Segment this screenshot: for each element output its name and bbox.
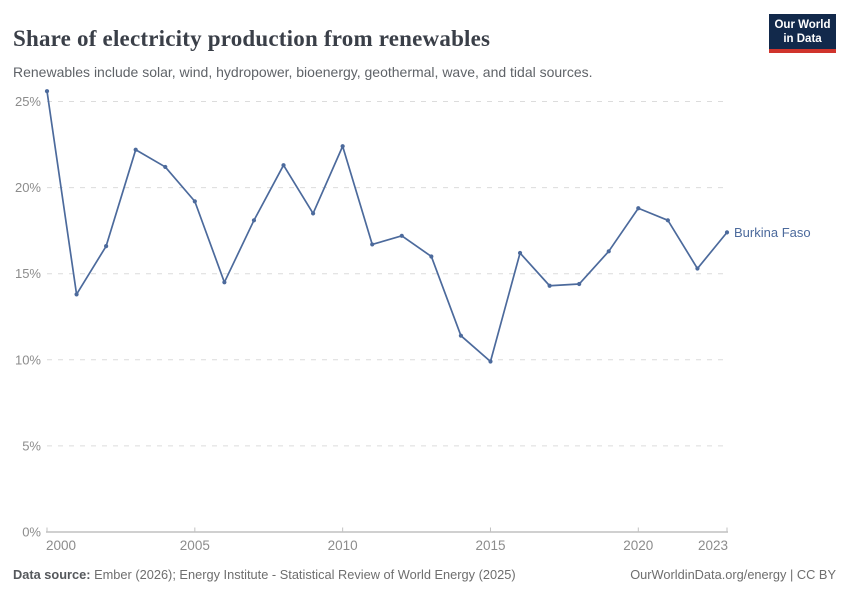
owid-logo-line1: Our World [774, 19, 831, 31]
data-point [192, 199, 197, 204]
x-axis-tick-label: 2020 [623, 538, 653, 553]
y-axis-tick-label: 15% [15, 266, 41, 281]
chart-area: 0% 5% 10% 15% 20% 25% 2000 2005 2010 2015 2020 2023… [0, 85, 850, 560]
y-axis-tick-label: 20% [15, 180, 41, 195]
data-point [399, 233, 404, 238]
data-point [370, 242, 375, 247]
x-axis-tick-label: 2005 [180, 538, 210, 553]
data-point [74, 292, 79, 297]
data-point [44, 89, 50, 94]
series-line [46, 90, 728, 363]
data-point [340, 144, 345, 149]
y-axis-tick-label: 10% [15, 352, 41, 367]
series-label: Burkina Faso [734, 225, 811, 240]
y-axis-tick-label: 0% [22, 525, 41, 540]
line-chart: 0% 5% 10% 15% 20% 25% 2000 2005 2010 2015 2020 2023… [15, 89, 811, 553]
chart-footer: Data source: Ember (2026); Energy Instit… [13, 567, 836, 582]
data-point [517, 250, 523, 256]
data-point [281, 163, 286, 168]
license-text: OurWorldinData.org/energy | CC BY [630, 567, 836, 582]
data-point [547, 283, 552, 288]
data-point [724, 230, 730, 235]
data-point [251, 218, 257, 223]
y-axis-tick-label: 5% [22, 438, 41, 453]
data-source-label: Data source: [13, 567, 91, 582]
data-point [104, 244, 109, 249]
data-point [310, 211, 316, 216]
data-point [458, 333, 464, 338]
data-point [665, 218, 670, 223]
x-axis-tick-label: 2023 [698, 538, 728, 553]
data-point [222, 280, 227, 285]
data-point [488, 359, 493, 364]
x-axis-tick-label: 2015 [475, 538, 505, 553]
data-point [133, 147, 138, 152]
data-point [636, 206, 641, 211]
owid-logo-line2: in Data [783, 33, 822, 46]
x-axis-tick-label: 2000 [46, 538, 76, 553]
data-point [577, 281, 582, 287]
chart-subtitle: Renewables include solar, wind, hydropow… [13, 64, 593, 80]
x-axis-tick-label: 2010 [328, 538, 358, 553]
data-point [163, 164, 168, 170]
page-title: Share of electricity production from ren… [13, 26, 491, 52]
data-source-text: Data source: Ember (2026); Energy Instit… [13, 567, 516, 582]
data-point [695, 266, 700, 271]
owid-logo: Our World in Data [769, 14, 836, 54]
data-point [606, 249, 611, 254]
data-source-value: Ember (2026); Energy Institute - Statist… [90, 567, 516, 582]
y-axis-tick-label: 25% [15, 94, 41, 109]
data-point [429, 254, 434, 259]
